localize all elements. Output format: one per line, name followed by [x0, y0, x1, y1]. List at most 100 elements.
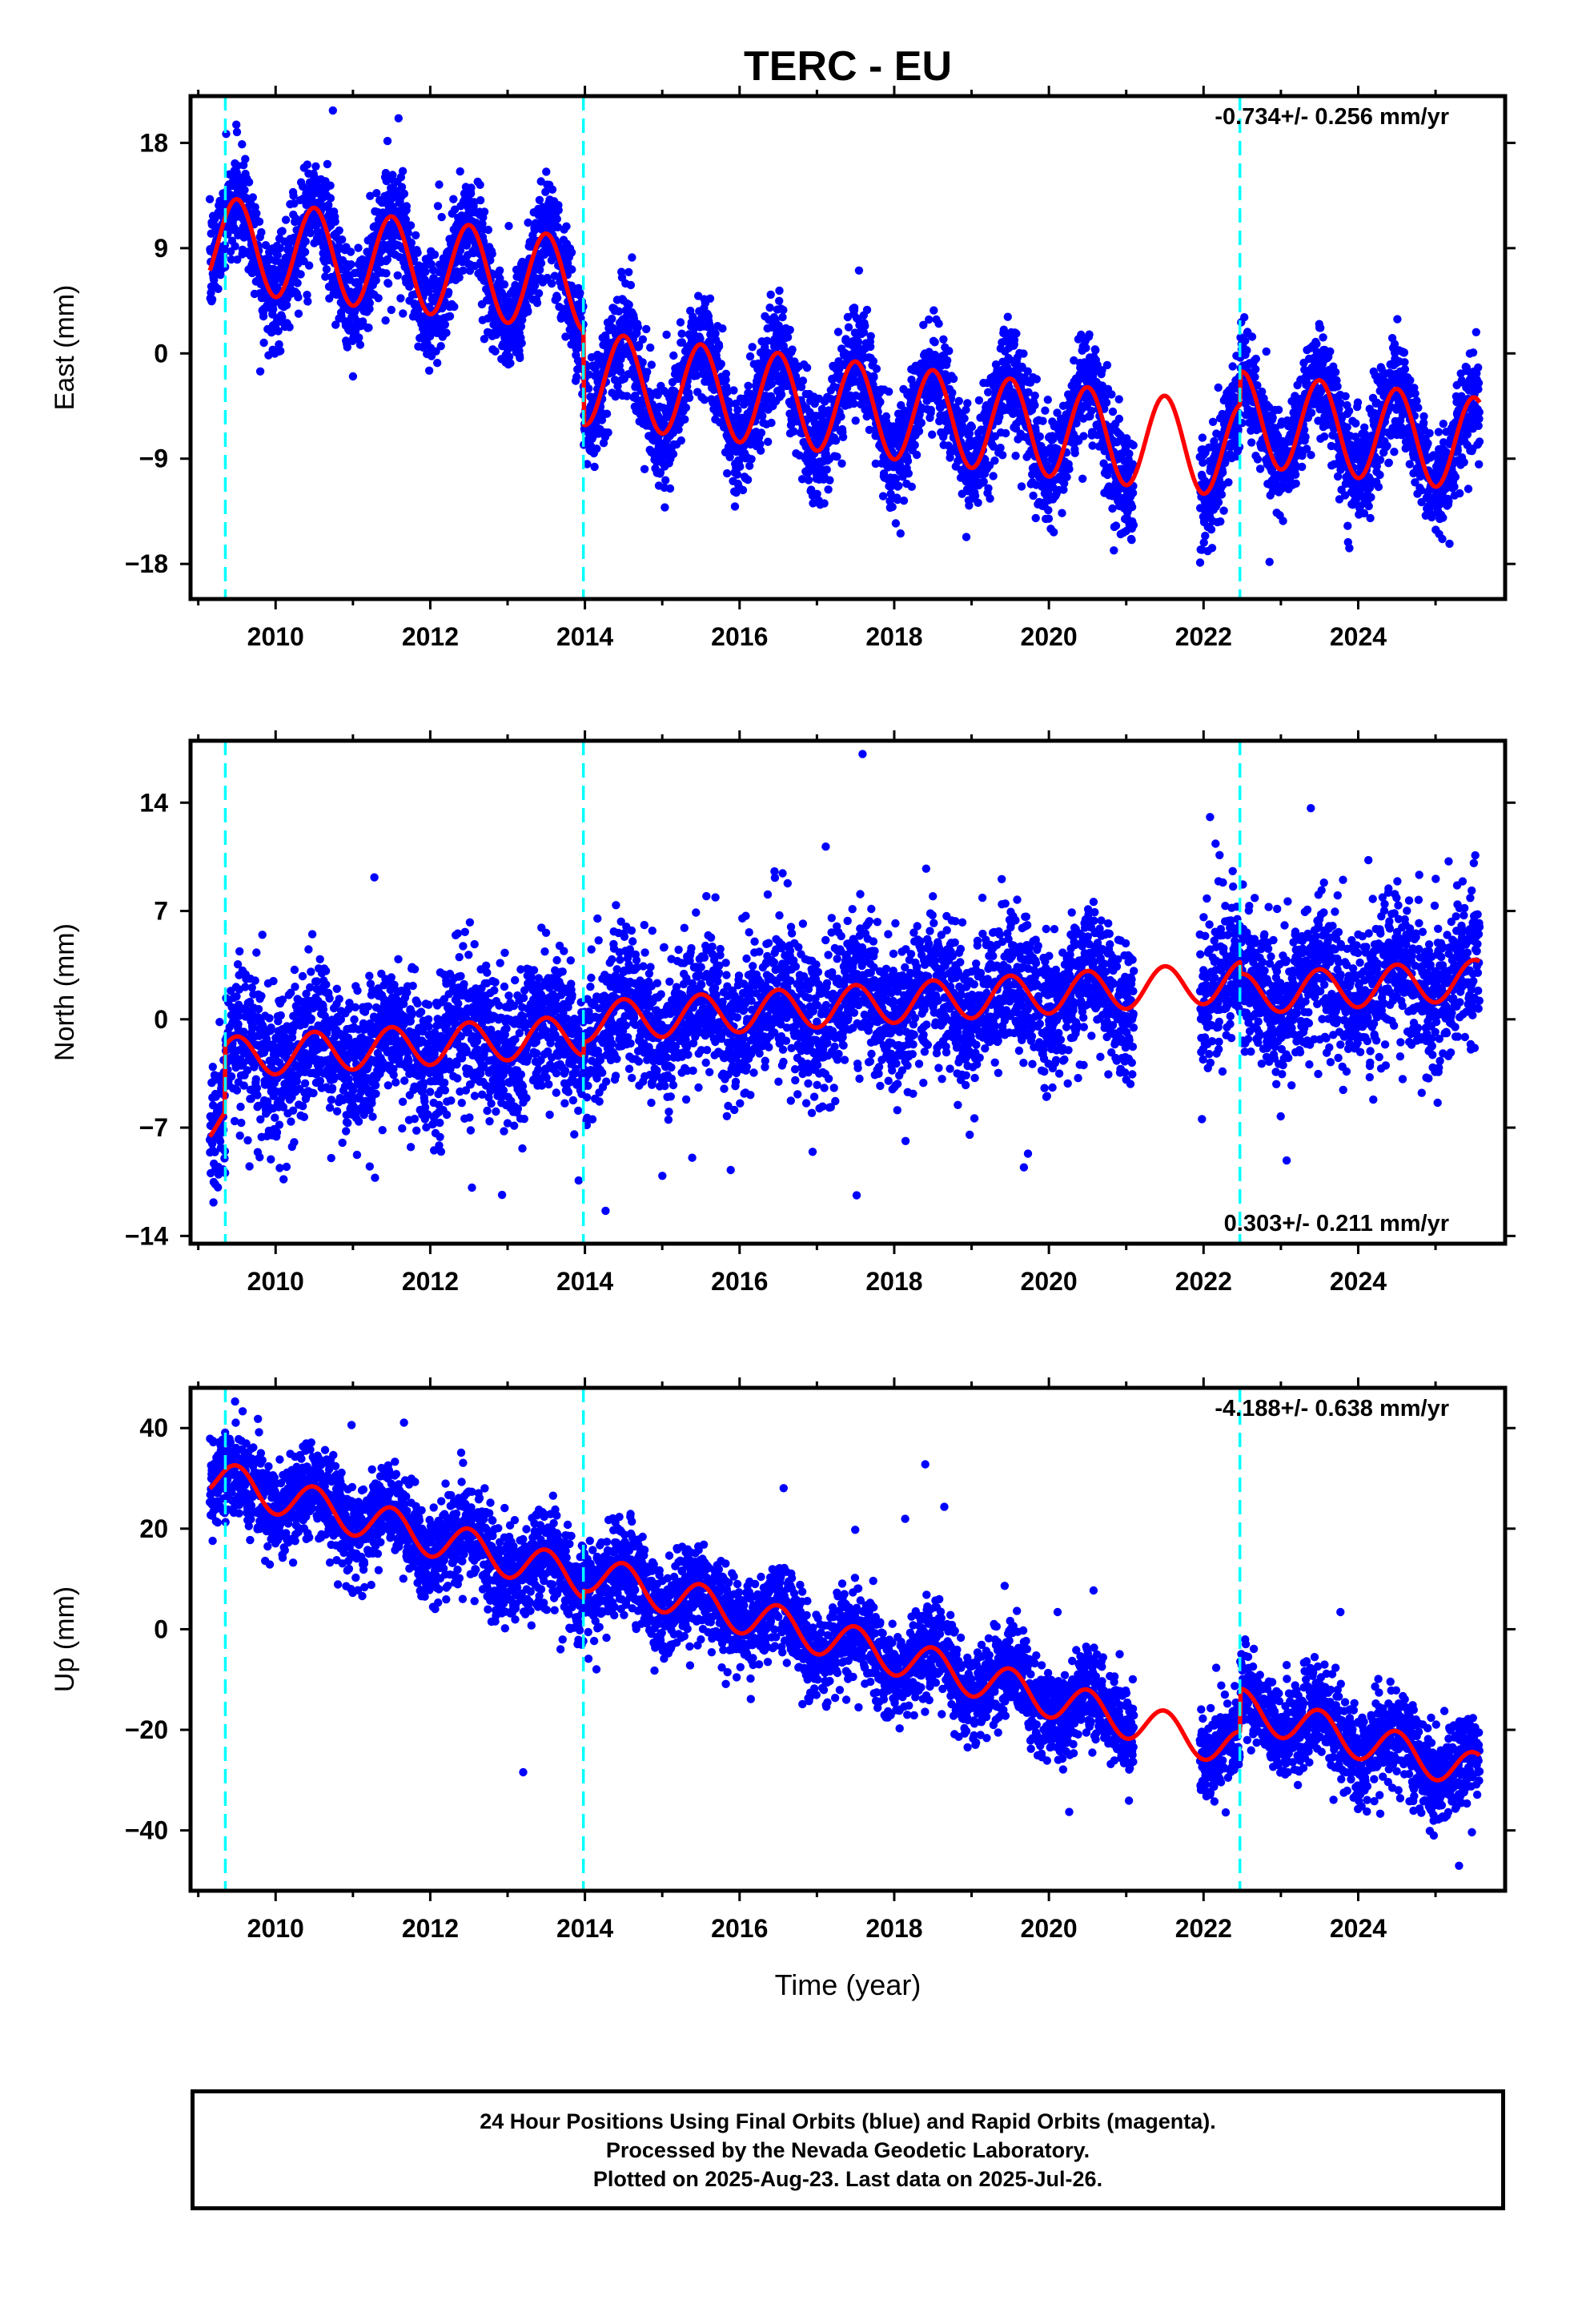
data-point [1079, 432, 1088, 440]
data-point [552, 215, 561, 223]
data-point [785, 325, 794, 335]
data-point [535, 195, 544, 204]
data-point [778, 312, 787, 322]
data-point [757, 446, 765, 455]
data-point [402, 202, 411, 211]
data-point [592, 444, 601, 453]
data-point [366, 191, 375, 200]
data-point [326, 181, 335, 190]
data-point [725, 399, 734, 408]
data-point [233, 255, 242, 264]
data-point [576, 288, 584, 297]
data-point [681, 403, 691, 412]
data-point [1129, 521, 1138, 529]
data-point [1127, 536, 1136, 545]
data-point [646, 343, 655, 352]
data-point [1208, 417, 1218, 426]
data-point [711, 329, 720, 338]
data-point [348, 372, 358, 381]
data-point [781, 346, 789, 355]
data-point [216, 271, 225, 279]
data-point [1002, 428, 1010, 438]
data-point [676, 318, 685, 327]
data-point [756, 440, 765, 448]
data-point [232, 127, 242, 137]
data-point [1219, 468, 1227, 477]
data-point [744, 381, 753, 390]
data-point [220, 240, 230, 250]
data-point [518, 316, 527, 324]
data-point [1307, 408, 1316, 417]
data-point [259, 312, 268, 321]
data-point [764, 348, 773, 357]
data-point [640, 464, 649, 473]
data-point [355, 340, 365, 349]
data-point [624, 300, 633, 309]
data-point [343, 343, 351, 352]
data-point [1044, 514, 1054, 523]
data-point [984, 388, 993, 396]
data-point [1262, 347, 1271, 356]
data-point [820, 499, 829, 508]
data-point [945, 347, 954, 356]
data-point [517, 339, 526, 348]
data-point [622, 313, 631, 322]
data-point [1108, 407, 1118, 416]
data-point [1301, 432, 1310, 441]
data-point [813, 489, 821, 498]
data-point [643, 368, 652, 376]
data-point [355, 333, 363, 342]
data-point [669, 449, 678, 459]
data-point [661, 476, 670, 485]
data-point [962, 533, 971, 541]
data-point [397, 183, 407, 191]
data-point [736, 462, 745, 471]
data-point [432, 347, 440, 356]
data-point [912, 450, 921, 460]
data-point [421, 267, 430, 276]
data-point [788, 345, 797, 354]
data-point [324, 200, 333, 210]
data-point [365, 304, 374, 313]
data-point [331, 217, 339, 226]
data-point [552, 293, 562, 303]
data-point [656, 468, 665, 477]
data-point [928, 430, 937, 439]
data-point [506, 359, 515, 368]
data-point [259, 338, 268, 348]
data-point [1012, 329, 1021, 338]
data-point [1127, 502, 1137, 512]
data-point [677, 338, 687, 347]
data-point [767, 380, 777, 388]
data-point [745, 461, 754, 470]
data-point [714, 342, 724, 351]
data-point [383, 255, 391, 264]
data-point [459, 266, 468, 275]
data-point [849, 399, 858, 408]
data-point [248, 193, 257, 202]
data-point [1030, 391, 1039, 400]
data-point [725, 452, 734, 461]
data-point [925, 315, 934, 324]
data-point [554, 206, 563, 215]
data-point [407, 239, 416, 247]
data-point [504, 352, 514, 361]
data-point [723, 388, 732, 396]
data-point [227, 255, 236, 264]
data-point [231, 242, 239, 251]
data-point [322, 265, 331, 274]
data-point [853, 337, 863, 346]
data-point [614, 307, 624, 316]
data-point [449, 195, 458, 203]
data-point [904, 469, 913, 478]
data-point [881, 412, 891, 421]
data-point [1050, 528, 1058, 537]
data-point [396, 294, 405, 303]
data-point [837, 412, 845, 421]
data-point [624, 267, 633, 276]
data-point [252, 209, 261, 218]
data-point [1107, 390, 1116, 399]
data-point [837, 459, 846, 468]
data-point [214, 284, 223, 293]
data-point [766, 290, 775, 300]
